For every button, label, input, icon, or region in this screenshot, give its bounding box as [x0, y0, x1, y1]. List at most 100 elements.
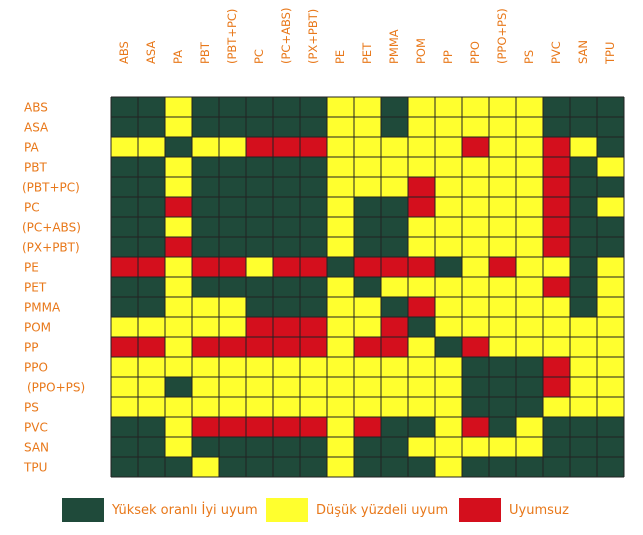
cell-pp-pet	[354, 337, 381, 357]
cell-pmma-pp	[435, 297, 462, 317]
cell-pvc-abs	[111, 417, 138, 437]
legend-item-good: Yüksek oranlı İyi uyum	[62, 497, 258, 523]
cell-pbt-pc-pvc	[543, 177, 570, 197]
cell-pmma-pc	[246, 297, 273, 317]
cell-pp-asa	[138, 337, 165, 357]
legend-swatch-good	[62, 498, 104, 522]
row-label-pet: PET	[24, 281, 47, 295]
cell-ppo-ps	[516, 357, 543, 377]
column-label-pbt: PBT	[198, 41, 212, 64]
cell-pom-pbt-pc	[219, 317, 246, 337]
cell-san-ppo-ps	[489, 437, 516, 457]
cell-pvc-pvc	[543, 417, 570, 437]
cell-pc-pet	[354, 197, 381, 217]
cell-pmma-pet	[354, 297, 381, 317]
cell-ppo-pmma	[381, 357, 408, 377]
cell-ps-ps	[516, 397, 543, 417]
cell-pom-ppo-ps	[489, 317, 516, 337]
cell-pa-pc	[246, 137, 273, 157]
cell-ppo-pc-abs	[273, 357, 300, 377]
cell-ppo-ps-tpu	[597, 377, 624, 397]
cell-san-pet	[354, 437, 381, 457]
cell-pom-pet	[354, 317, 381, 337]
cell-tpu-pbt-pc	[219, 457, 246, 477]
cell-pet-abs	[111, 277, 138, 297]
row-label-pbt-pc: (PBT+PC)	[22, 181, 80, 195]
cell-pom-pa	[165, 317, 192, 337]
cell-san-pvc	[543, 437, 570, 457]
cell-pmma-px-pbt	[300, 297, 327, 317]
cell-ppo-ps-pc-abs	[273, 377, 300, 397]
cell-pbt-px-pbt	[300, 157, 327, 177]
cell-px-pbt-ppo-ps	[489, 237, 516, 257]
cell-pbt-pc-asa	[138, 177, 165, 197]
cell-px-pbt-tpu	[597, 237, 624, 257]
cell-asa-pp	[435, 117, 462, 137]
cell-pc-abs-ppo	[462, 217, 489, 237]
cell-pc-ppo-ps	[489, 197, 516, 217]
cell-pa-pom	[408, 137, 435, 157]
cell-asa-px-pbt	[300, 117, 327, 137]
cell-pmma-tpu	[597, 297, 624, 317]
cell-pp-tpu	[597, 337, 624, 357]
cell-asa-ps	[516, 117, 543, 137]
cell-pc-abs	[111, 197, 138, 217]
row-label-ps: PS	[24, 401, 39, 415]
cell-pe-pe	[327, 257, 354, 277]
cell-pbt-pc-px-pbt	[300, 177, 327, 197]
cell-tpu-pom	[408, 457, 435, 477]
column-label-pa: PA	[171, 50, 185, 64]
cell-pbt-san	[570, 157, 597, 177]
cell-pet-tpu	[597, 277, 624, 297]
cell-pa-asa	[138, 137, 165, 157]
cell-pe-pc-abs	[273, 257, 300, 277]
cell-pc-pe	[327, 197, 354, 217]
column-label-ppo: PPO	[468, 41, 482, 64]
cell-pmma-pe	[327, 297, 354, 317]
cell-pe-ps	[516, 257, 543, 277]
cell-pom-pom	[408, 317, 435, 337]
cell-pp-pmma	[381, 337, 408, 357]
cell-asa-pe	[327, 117, 354, 137]
cell-pa-pet	[354, 137, 381, 157]
cell-asa-pc	[246, 117, 273, 137]
cell-pc-asa	[138, 197, 165, 217]
cell-pc-abs-ps	[516, 217, 543, 237]
cell-tpu-ps	[516, 457, 543, 477]
legend-label-good: Yüksek oranlı İyi uyum	[112, 502, 258, 518]
cell-asa-pa	[165, 117, 192, 137]
cell-ppo-ps-pbt	[192, 377, 219, 397]
cell-pp-pvc	[543, 337, 570, 357]
cell-pbt-pc-abs	[273, 157, 300, 177]
cell-asa-ppo-ps	[489, 117, 516, 137]
row-label-asa: ASA	[24, 121, 49, 135]
cell-pe-pbt	[192, 257, 219, 277]
cell-ps-px-pbt	[300, 397, 327, 417]
cell-pet-ppo	[462, 277, 489, 297]
row-label-pom: POM	[24, 321, 51, 335]
cell-pc-pp	[435, 197, 462, 217]
cell-pbt-pc-tpu	[597, 177, 624, 197]
cell-san-asa	[138, 437, 165, 457]
cell-ps-pmma	[381, 397, 408, 417]
cell-pc-pom	[408, 197, 435, 217]
cell-san-abs	[111, 437, 138, 457]
cell-pmma-abs	[111, 297, 138, 317]
cell-pmma-pmma	[381, 297, 408, 317]
cell-pc-abs-pmma	[381, 217, 408, 237]
cell-pe-ppo-ps	[489, 257, 516, 277]
cell-pe-ppo	[462, 257, 489, 277]
cell-pp-pom	[408, 337, 435, 357]
cell-px-pbt-abs	[111, 237, 138, 257]
cell-pc-ppo	[462, 197, 489, 217]
cell-pp-pe	[327, 337, 354, 357]
column-label-pc: PC	[252, 49, 266, 64]
cell-ps-asa	[138, 397, 165, 417]
cell-pc-abs-pc	[246, 217, 273, 237]
cell-px-pbt-pbt	[192, 237, 219, 257]
cell-ps-ppo	[462, 397, 489, 417]
cell-pet-san	[570, 277, 597, 297]
cell-pc-abs-pc-abs	[273, 217, 300, 237]
cell-abs-san	[570, 97, 597, 117]
cell-pvc-pom	[408, 417, 435, 437]
